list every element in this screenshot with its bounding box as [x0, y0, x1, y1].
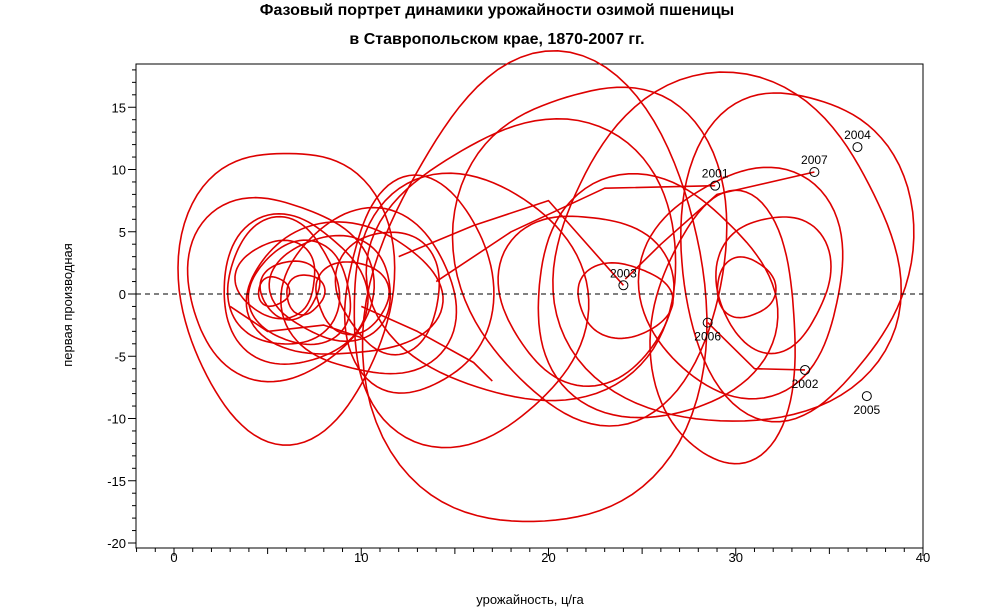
phase-connector — [229, 305, 362, 339]
year-label: 2004 — [844, 128, 871, 142]
year-marker — [710, 180, 721, 191]
y-tick-label: -10 — [107, 412, 126, 427]
phase-loop — [365, 117, 677, 402]
phase-connector — [624, 171, 815, 280]
phase-loop — [649, 189, 796, 465]
year-label: 2005 — [853, 403, 880, 417]
phase-loop — [234, 239, 316, 320]
x-tick-label: 30 — [729, 550, 743, 565]
year-marker — [702, 317, 713, 328]
phase-connector — [707, 322, 806, 371]
phase-loop — [361, 49, 708, 523]
phase-loop — [537, 173, 779, 419]
x-tick-label: 0 — [170, 550, 177, 565]
year-label: 2002 — [792, 377, 819, 391]
phase-loop — [716, 256, 777, 319]
phase-loop — [259, 260, 321, 321]
year-marker — [800, 364, 811, 375]
x-axis: 0 10 20 30 40 — [136, 548, 930, 565]
phase-connector — [398, 199, 624, 286]
phase-loop — [245, 221, 444, 355]
y-tick-label: 0 — [119, 287, 126, 302]
phase-loop — [353, 172, 590, 449]
chart-title: Фазовый портрет динамики урожайности ози… — [259, 2, 735, 19]
y-tick-label: 10 — [112, 163, 126, 178]
phase-curves — [177, 49, 915, 523]
year-label: 2007 — [801, 153, 828, 167]
y-tick-label: -20 — [107, 536, 126, 551]
x-axis-title: урожайность, ц/га — [476, 592, 584, 607]
phase-loop — [552, 71, 903, 422]
phase-loop — [497, 215, 675, 388]
year-label: 2001 — [702, 167, 729, 181]
year-marker — [618, 280, 629, 291]
phase-loop — [451, 86, 728, 427]
year-marker — [861, 391, 872, 402]
y-axis-title: первая производная — [60, 243, 75, 367]
phase-loop — [268, 234, 391, 342]
x-tick-label: 40 — [916, 550, 930, 565]
phase-loop — [315, 261, 391, 336]
phase-loop — [679, 92, 915, 423]
y-tick-label: -5 — [114, 349, 126, 364]
year-annotations: 2001 2002 2003 2004 2005 2006 2007 — [610, 128, 880, 417]
phase-loop — [577, 261, 674, 340]
phase-loop — [715, 216, 832, 355]
phase-loop — [334, 231, 441, 356]
phase-loop — [257, 276, 291, 308]
year-marker — [809, 166, 820, 177]
y-tick-label: -15 — [107, 474, 126, 489]
phase-loop — [286, 274, 326, 316]
y-axis: -20 -15 -10 -5 0 5 10 15 — [107, 69, 136, 551]
phase-loop — [343, 174, 495, 394]
phase-connector — [435, 184, 716, 283]
phase-loop — [637, 166, 844, 400]
y-tick-label: 5 — [119, 225, 126, 240]
y-tick-label: 15 — [112, 100, 126, 115]
phase-loop — [186, 196, 376, 383]
phase-connector — [360, 305, 493, 382]
phase-loop — [177, 152, 396, 446]
x-tick-label: 10 — [354, 550, 368, 565]
year-label: 2006 — [694, 330, 721, 344]
year-marker — [852, 142, 863, 153]
phase-loop — [226, 215, 341, 345]
plot-frame — [135, 63, 924, 549]
year-label: 2003 — [610, 266, 637, 280]
x-tick-label: 20 — [541, 550, 555, 565]
chart-subtitle: в Ставропольском крае, 1870-2007 гг. — [349, 31, 645, 48]
